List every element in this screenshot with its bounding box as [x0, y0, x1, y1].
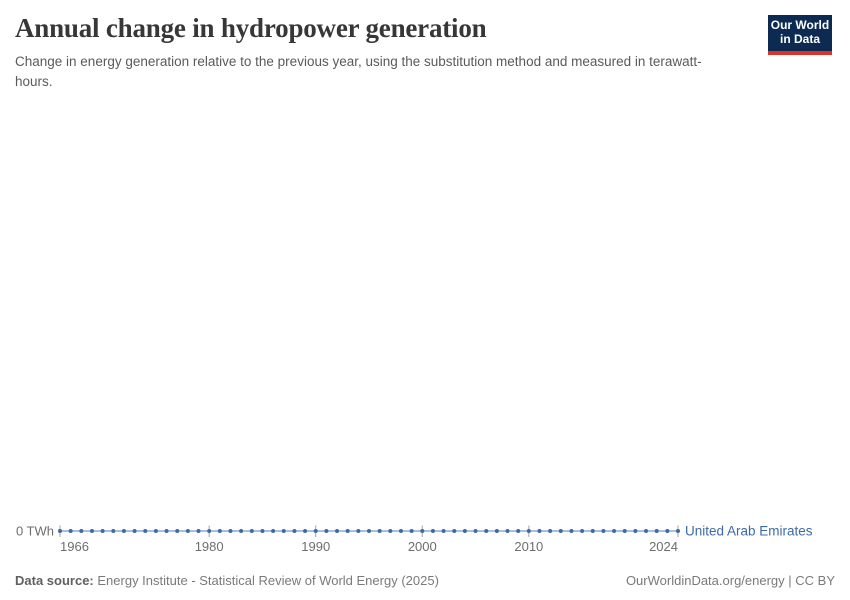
data-source: Data source: Energy Institute - Statisti… — [15, 573, 439, 588]
x-axis-label: 1990 — [301, 539, 330, 554]
data-source-text: Energy Institute - Statistical Review of… — [97, 573, 439, 588]
data-point — [153, 529, 158, 533]
data-point — [345, 529, 350, 533]
credit-link[interactable]: OurWorldinData.org/energy | CC BY — [625, 573, 835, 588]
data-point — [143, 529, 148, 533]
data-point — [665, 529, 670, 533]
data-point — [335, 529, 340, 533]
data-point — [633, 529, 638, 533]
data-point — [121, 529, 126, 533]
data-point — [292, 529, 297, 533]
data-source-label: Data source: — [15, 573, 94, 588]
data-point — [281, 529, 286, 533]
x-axis-label: 1966 — [60, 539, 89, 554]
data-point — [430, 529, 435, 533]
data-point — [89, 529, 94, 533]
data-point — [441, 529, 446, 533]
data-point — [590, 529, 595, 533]
owid-logo-text: Our World in Data — [768, 15, 832, 51]
data-point — [548, 529, 553, 533]
data-point — [303, 529, 308, 533]
data-point — [260, 529, 265, 533]
data-point — [175, 529, 180, 533]
data-point — [324, 529, 329, 533]
data-point — [58, 529, 62, 533]
data-point — [654, 529, 659, 533]
data-point — [398, 529, 403, 533]
y-axis-label: 0 TWh — [16, 524, 54, 539]
data-point — [558, 529, 563, 533]
data-point — [537, 529, 542, 533]
owid-logo-red-bar — [768, 51, 832, 55]
data-point — [132, 529, 137, 533]
data-point — [377, 529, 382, 533]
data-point — [462, 529, 467, 533]
data-point — [452, 529, 457, 533]
x-axis-label: 2000 — [408, 539, 437, 554]
data-point — [601, 529, 606, 533]
data-point — [622, 529, 627, 533]
data-point — [185, 529, 190, 533]
data-point — [68, 529, 73, 533]
x-axis-label: 1980 — [195, 539, 224, 554]
data-point — [356, 529, 361, 533]
data-point — [505, 529, 510, 533]
data-point — [367, 529, 371, 533]
data-point — [473, 529, 478, 533]
owid-logo[interactable]: Our World in Data — [768, 15, 832, 55]
data-point — [207, 529, 212, 533]
data-point — [271, 529, 276, 533]
owid-logo-line2: in Data — [779, 32, 820, 46]
chart-header: Annual change in hydropower generation C… — [15, 13, 750, 91]
data-point — [580, 529, 585, 533]
data-point — [196, 529, 201, 533]
data-point — [239, 529, 244, 533]
chart-footer: Data source: Energy Institute - Statisti… — [15, 573, 835, 588]
data-point — [388, 529, 393, 533]
data-point — [612, 529, 617, 533]
data-point — [409, 529, 414, 533]
data-point — [313, 529, 318, 533]
data-point — [249, 529, 254, 533]
data-point — [79, 529, 84, 533]
data-point — [494, 529, 499, 533]
data-point — [644, 529, 649, 533]
data-point — [569, 529, 574, 533]
data-point — [217, 529, 222, 533]
data-point — [228, 529, 233, 533]
chart-subtitle: Change in energy generation relative to … — [15, 54, 702, 89]
data-point — [420, 529, 425, 533]
data-point — [484, 529, 489, 533]
page-title: Annual change in hydropower generation — [15, 13, 487, 43]
data-point — [111, 529, 116, 533]
data-point — [100, 529, 105, 533]
x-axis-label: 2010 — [514, 539, 543, 554]
series-label[interactable]: United Arab Emirates — [685, 524, 813, 539]
data-point — [526, 529, 531, 533]
data-point — [516, 529, 521, 533]
data-point — [164, 529, 169, 533]
data-point — [676, 529, 680, 533]
x-axis-label: 2024 — [649, 539, 678, 554]
owid-logo-line1: Our World — [770, 18, 830, 33]
